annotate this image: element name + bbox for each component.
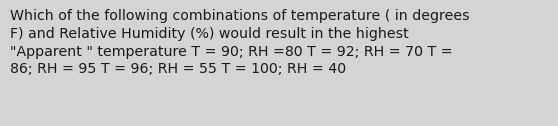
Text: Which of the following combinations of temperature ( in degrees
F) and Relative : Which of the following combinations of t… xyxy=(10,9,470,76)
